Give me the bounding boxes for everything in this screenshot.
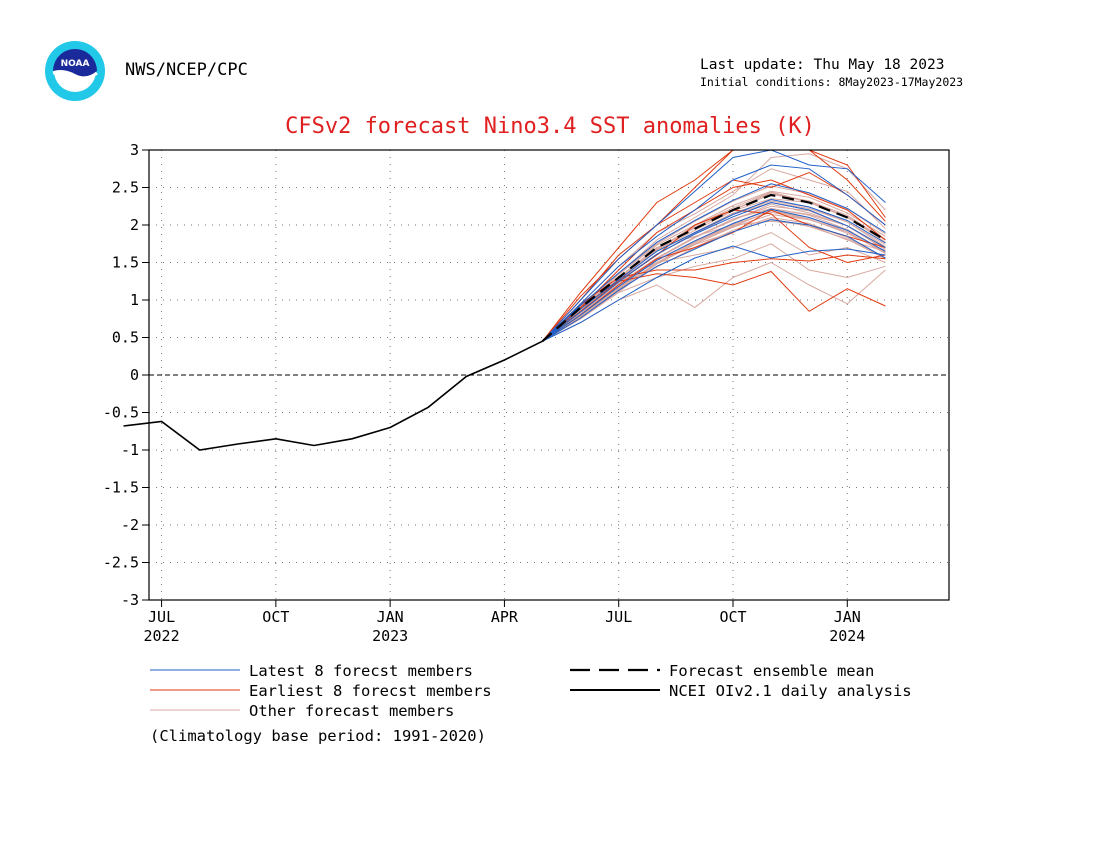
legend-label-observed: NCEI OIv2.1 daily analysis bbox=[669, 682, 912, 700]
y-tick-label: 1.5 bbox=[112, 254, 139, 272]
chart-title: CFSv2 forecast Nino3.4 SST anomalies (K) bbox=[285, 114, 815, 139]
latest-member-line bbox=[542, 245, 886, 342]
latest-member-line bbox=[542, 164, 886, 342]
x-tick-label: JAN bbox=[834, 608, 861, 626]
y-tick-label: -0.5 bbox=[103, 404, 139, 422]
org-label: NWS/NCEP/CPC bbox=[125, 60, 248, 80]
earliest-members-group bbox=[542, 149, 886, 342]
other-member-line bbox=[542, 220, 886, 342]
ensemble-mean-line bbox=[541, 193, 886, 343]
other-member-line bbox=[542, 243, 886, 342]
x-tick-label: JUL bbox=[148, 608, 175, 626]
y-tick-label: 2.5 bbox=[112, 179, 139, 197]
latest-member-line bbox=[542, 198, 886, 342]
last-update-label: Last update: Thu May 18 2023 bbox=[700, 57, 945, 73]
latest-members-group bbox=[542, 149, 886, 342]
latest-member-line bbox=[542, 183, 886, 342]
observed-group bbox=[123, 340, 543, 451]
y-tick-label: -2 bbox=[121, 516, 139, 534]
x-tick-year: 2023 bbox=[372, 627, 408, 645]
other-member-line bbox=[542, 211, 886, 342]
other-member-line bbox=[542, 218, 886, 342]
x-tick-label: JAN bbox=[377, 608, 404, 626]
legend-label-earliest: Earliest 8 forecst members bbox=[249, 682, 492, 700]
observed-line bbox=[123, 340, 543, 451]
x-tick-label: JUL bbox=[605, 608, 632, 626]
other-member-line bbox=[542, 185, 886, 342]
y-tick-label: 2 bbox=[130, 216, 139, 234]
earliest-member-line bbox=[542, 209, 886, 342]
earliest-member-line bbox=[542, 149, 886, 342]
latest-member-line bbox=[542, 219, 886, 342]
y-tick-label: -1.5 bbox=[103, 479, 139, 497]
latest-member-line bbox=[542, 201, 886, 342]
noaa-logo: NOAA bbox=[45, 41, 105, 101]
initial-conditions-label: Initial conditions: 8May2023-17May2023 bbox=[700, 75, 964, 89]
y-tick-label: -1 bbox=[121, 441, 139, 459]
other-member-line bbox=[542, 231, 886, 342]
y-tick-labels: 3 2.5 2 1.5 1 0.5 0 -0.5 -1 -1.5 -2 -2.5 -3 bbox=[103, 141, 149, 609]
mean-group bbox=[541, 193, 886, 343]
legend-label-mean: Forecast ensemble mean bbox=[669, 662, 874, 680]
earliest-member-line bbox=[542, 254, 886, 342]
y-tick-label: 1 bbox=[130, 291, 139, 309]
logo-text: NOAA bbox=[61, 59, 90, 69]
y-tick-label: -3 bbox=[121, 591, 139, 609]
y-tick-label: 0.5 bbox=[112, 329, 139, 347]
climatology-note: (Climatology base period: 1991-2020) bbox=[150, 727, 486, 745]
latest-member-line bbox=[542, 149, 886, 342]
latest-member-line bbox=[542, 208, 886, 342]
legend-label-other: Other forecast members bbox=[249, 702, 454, 720]
other-members-group bbox=[542, 153, 886, 342]
y-tick-label: 0 bbox=[130, 366, 139, 384]
x-tick-label: OCT bbox=[719, 608, 746, 626]
y-tick-label: -2.5 bbox=[103, 554, 139, 572]
legend-label-latest: Latest 8 forecst members bbox=[249, 662, 473, 680]
other-member-line bbox=[542, 153, 886, 342]
earliest-member-line bbox=[542, 149, 886, 342]
x-tick-label: OCT bbox=[262, 608, 289, 626]
earliest-member-line bbox=[542, 179, 886, 342]
x-tick-year: 2024 bbox=[829, 627, 865, 645]
y-tick-label: 3 bbox=[130, 141, 139, 159]
legend: Latest 8 forecst members Earliest 8 forec… bbox=[150, 662, 912, 745]
x-tick-year: 2022 bbox=[144, 627, 180, 645]
earliest-member-line bbox=[542, 209, 886, 342]
x-tick-label: APR bbox=[491, 608, 519, 626]
